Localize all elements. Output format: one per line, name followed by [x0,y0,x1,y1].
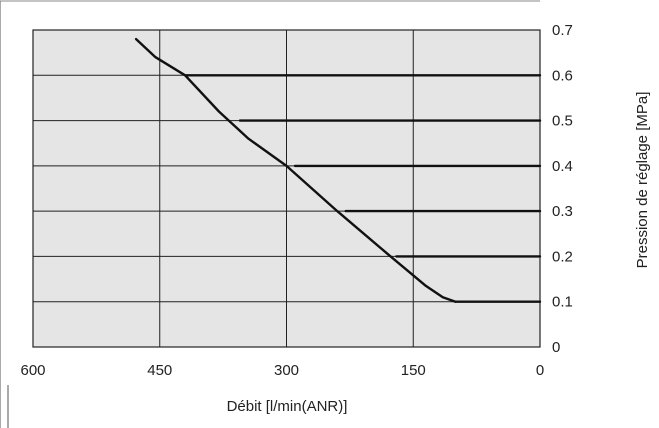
y-tick-label: 0.5 [552,113,573,130]
y-tick-label: 0.4 [552,158,573,175]
x-axis-label: Débit [l/min(ANR)] [227,398,348,415]
y-tick-labels: 0 0.1 0.2 0.3 0.4 0.5 0.6 0.7 [552,22,573,356]
y-tick-label: 0.3 [552,203,573,220]
x-tick-label: 600 [20,362,45,379]
x-tick-label: 0 [536,362,544,379]
y-tick-label: 0.1 [552,294,573,311]
x-tick-label: 150 [401,362,426,379]
x-tick-label: 300 [274,362,299,379]
x-tick-label: 450 [147,362,172,379]
series-group [134,37,542,303]
y-tick-label: 0.6 [552,67,573,84]
y-tick-label: 0 [552,339,560,356]
x-tick-labels: 600 450 300 150 0 [20,362,544,379]
y-axis-label: Pression de réglage [MPa] [634,92,651,269]
flow-characteristic-curve [134,37,457,303]
frame-lines [0,0,540,428]
y-tick-label: 0.7 [552,22,573,39]
y-tick-label: 0.2 [552,248,573,265]
